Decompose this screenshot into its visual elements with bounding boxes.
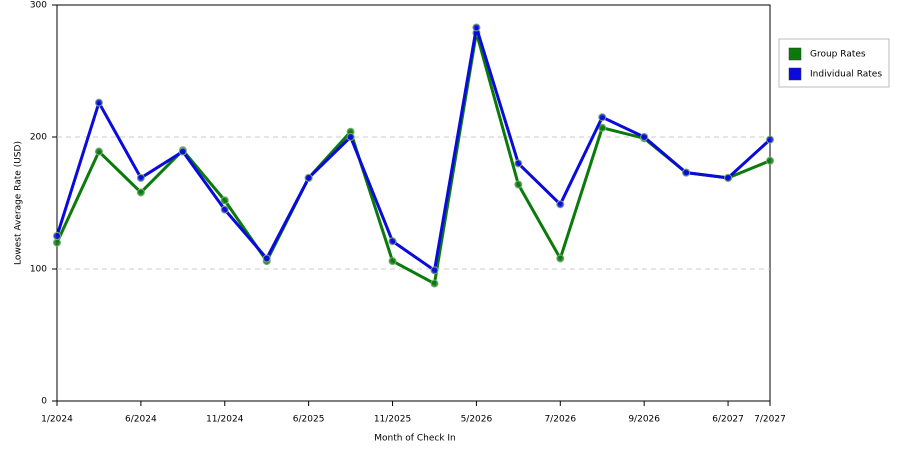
data-point — [220, 196, 229, 205]
x-tick-label: 6/2027 — [712, 415, 744, 425]
data-point — [724, 173, 733, 182]
plot-frame — [56, 4, 771, 402]
x-tick-label: 6/2025 — [293, 415, 325, 425]
series-line — [55, 25, 772, 272]
data-point — [346, 133, 355, 141]
y-tick-label: 100 — [30, 265, 47, 275]
x-tick-label: 11/2025 — [374, 415, 411, 425]
data-point — [430, 279, 439, 288]
data-point — [682, 168, 691, 177]
x-tick-label: 9/2026 — [628, 415, 660, 425]
data-point — [598, 113, 607, 122]
x-tick-label: 7/2026 — [544, 415, 576, 425]
data-point — [178, 147, 187, 156]
legend-swatch — [788, 67, 802, 81]
y-tick-label: 200 — [30, 133, 47, 143]
data-point — [766, 156, 774, 165]
data-point — [556, 254, 565, 263]
x-tick-label: 5/2026 — [461, 415, 493, 425]
data-point — [94, 98, 103, 107]
data-point — [220, 205, 229, 214]
data-point — [53, 232, 61, 240]
x-tick-label: 1/2024 — [41, 415, 73, 425]
data-point — [304, 173, 313, 182]
data-point — [514, 180, 523, 189]
x-tick-label: 11/2024 — [206, 415, 244, 425]
data-point — [556, 200, 565, 209]
data-point — [430, 266, 439, 275]
series-line — [55, 31, 771, 286]
legend-label: Individual Rates — [810, 70, 882, 80]
data-point — [514, 159, 523, 168]
x-axis-label: Month of Check In — [374, 434, 456, 444]
x-tick-label: 7/2027 — [754, 415, 786, 425]
data-point — [136, 188, 145, 197]
data-point — [388, 237, 397, 246]
legend-label: Group Rates — [810, 50, 866, 60]
data-point — [53, 238, 61, 247]
y-tick-label: 300 — [30, 1, 47, 11]
data-point — [94, 147, 103, 156]
y-axis-label: Lowest Average Rate (USD) — [14, 141, 24, 265]
data-point — [472, 23, 481, 32]
data-point — [766, 135, 774, 144]
legend-swatch — [788, 47, 802, 61]
data-point — [388, 257, 397, 266]
data-point — [262, 254, 271, 263]
x-tick-label: 6/2024 — [125, 415, 157, 425]
y-tick-label: 0 — [41, 397, 47, 407]
data-point — [136, 173, 145, 182]
data-point — [640, 133, 649, 141]
